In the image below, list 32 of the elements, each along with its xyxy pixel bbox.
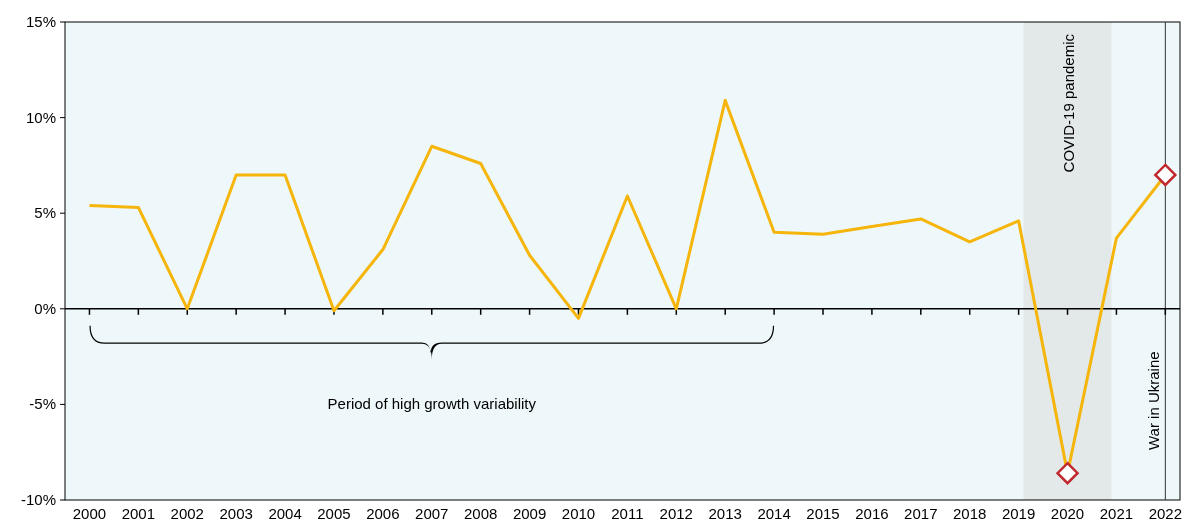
annotation: Period of high growth variability <box>327 394 537 412</box>
x-tick-label: 2014 <box>757 505 791 522</box>
x-tick-label: 2001 <box>121 505 156 522</box>
x-tick-label: 2017 <box>904 505 938 522</box>
x-tick-label: 2003 <box>219 505 253 522</box>
y-tick-label: 10% <box>25 108 56 126</box>
x-tick-label: 2010 <box>561 505 596 522</box>
x-tick-label: 2021 <box>1099 505 1134 522</box>
x-tick-label: 2011 <box>611 505 644 522</box>
x-tick-label: 2004 <box>268 505 302 522</box>
x-tick-label: 2019 <box>1001 505 1036 522</box>
y-tick-label: 5% <box>34 204 56 222</box>
x-tick-label: 2006 <box>366 505 400 522</box>
y-tick-label: 15% <box>25 13 56 30</box>
x-tick-label: 2018 <box>953 505 987 522</box>
x-tick-label: 2002 <box>170 505 204 522</box>
x-tick-label: 2022 <box>1148 505 1183 522</box>
y-tick-label: 0% <box>34 299 56 317</box>
x-tick-label: 2007 <box>415 505 449 522</box>
x-tick-label: 2012 <box>659 505 693 522</box>
ref-line-label: War in Ukraine <box>1145 351 1163 450</box>
x-tick-label: 2015 <box>806 505 840 522</box>
x-tick-label: 2005 <box>317 505 351 522</box>
x-tick-label: 2009 <box>512 505 547 522</box>
x-tick-label: 2020 <box>1050 505 1085 522</box>
band-label: COVID-19 pandemic <box>1059 33 1077 173</box>
x-tick-label: 2000 <box>72 505 107 522</box>
x-tick-label: 2013 <box>708 505 742 522</box>
x-tick-label: 2016 <box>855 505 889 522</box>
y-tick-label: -10% <box>20 491 56 508</box>
y-tick-label: -5% <box>29 395 56 413</box>
x-tick-label: 2008 <box>463 505 498 522</box>
